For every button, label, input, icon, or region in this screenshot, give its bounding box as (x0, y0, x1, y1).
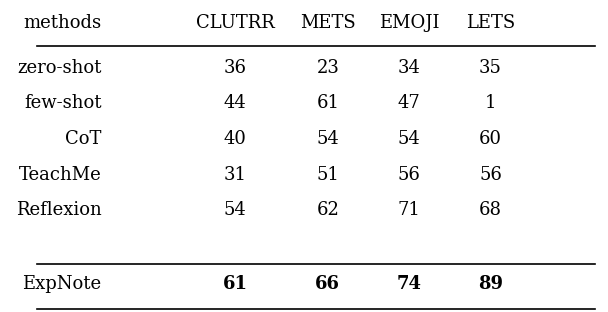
Text: 1: 1 (485, 95, 496, 112)
Text: 71: 71 (398, 201, 421, 219)
Text: METS: METS (300, 14, 356, 32)
Text: 44: 44 (224, 95, 246, 112)
Text: Reflexion: Reflexion (16, 201, 102, 219)
Text: 40: 40 (224, 130, 246, 148)
Text: 62: 62 (316, 201, 339, 219)
Text: 23: 23 (316, 59, 339, 77)
Text: 34: 34 (398, 59, 421, 77)
Text: EMOJI: EMOJI (379, 14, 440, 32)
Text: TeachMe: TeachMe (19, 166, 102, 183)
Text: 31: 31 (224, 166, 246, 183)
Text: 68: 68 (479, 201, 502, 219)
Text: 60: 60 (479, 130, 502, 148)
Text: 74: 74 (396, 275, 422, 293)
Text: 61: 61 (316, 95, 339, 112)
Text: methods: methods (23, 14, 102, 32)
Text: 61: 61 (223, 275, 247, 293)
Text: 56: 56 (479, 166, 502, 183)
Text: 66: 66 (316, 275, 340, 293)
Text: 54: 54 (398, 130, 421, 148)
Text: zero-shot: zero-shot (17, 59, 102, 77)
Text: 47: 47 (398, 95, 421, 112)
Text: 56: 56 (398, 166, 421, 183)
Text: 51: 51 (316, 166, 339, 183)
Text: 54: 54 (317, 130, 339, 148)
Text: 36: 36 (224, 59, 246, 77)
Text: 54: 54 (224, 201, 246, 219)
Text: 89: 89 (478, 275, 503, 293)
Text: 35: 35 (479, 59, 502, 77)
Text: CoT: CoT (65, 130, 102, 148)
Text: CLUTRR: CLUTRR (196, 14, 274, 32)
Text: few-shot: few-shot (24, 95, 102, 112)
Text: LETS: LETS (466, 14, 515, 32)
Text: ExpNote: ExpNote (22, 275, 102, 293)
